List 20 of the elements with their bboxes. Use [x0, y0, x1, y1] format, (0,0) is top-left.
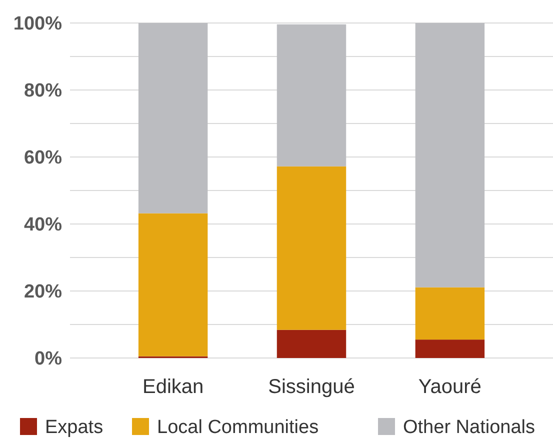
bar	[415, 23, 485, 288]
y-tick-label: 100%	[13, 14, 62, 35]
bar	[276, 330, 346, 358]
x-tick-label: Yaouré	[418, 376, 482, 398]
bar	[415, 287, 485, 340]
x-tick-label: Edikan	[142, 376, 204, 398]
y-tick-label: 60%	[24, 148, 62, 169]
bar	[138, 23, 208, 214]
y-tick-label: 80%	[24, 80, 62, 102]
legend-label: Other Nationals	[403, 417, 536, 438]
bar	[276, 166, 346, 330]
y-tick-label: 20%	[24, 282, 62, 303]
y-tick-label: 0%	[34, 348, 62, 370]
bar	[415, 340, 485, 358]
bar	[138, 213, 208, 356]
x-tick-label: Sissingué	[268, 376, 355, 398]
legend-label: Local Communities	[157, 417, 319, 438]
bar	[276, 24, 346, 166]
y-tick-label: 40%	[24, 214, 62, 236]
legend-label: Expats	[45, 417, 104, 438]
